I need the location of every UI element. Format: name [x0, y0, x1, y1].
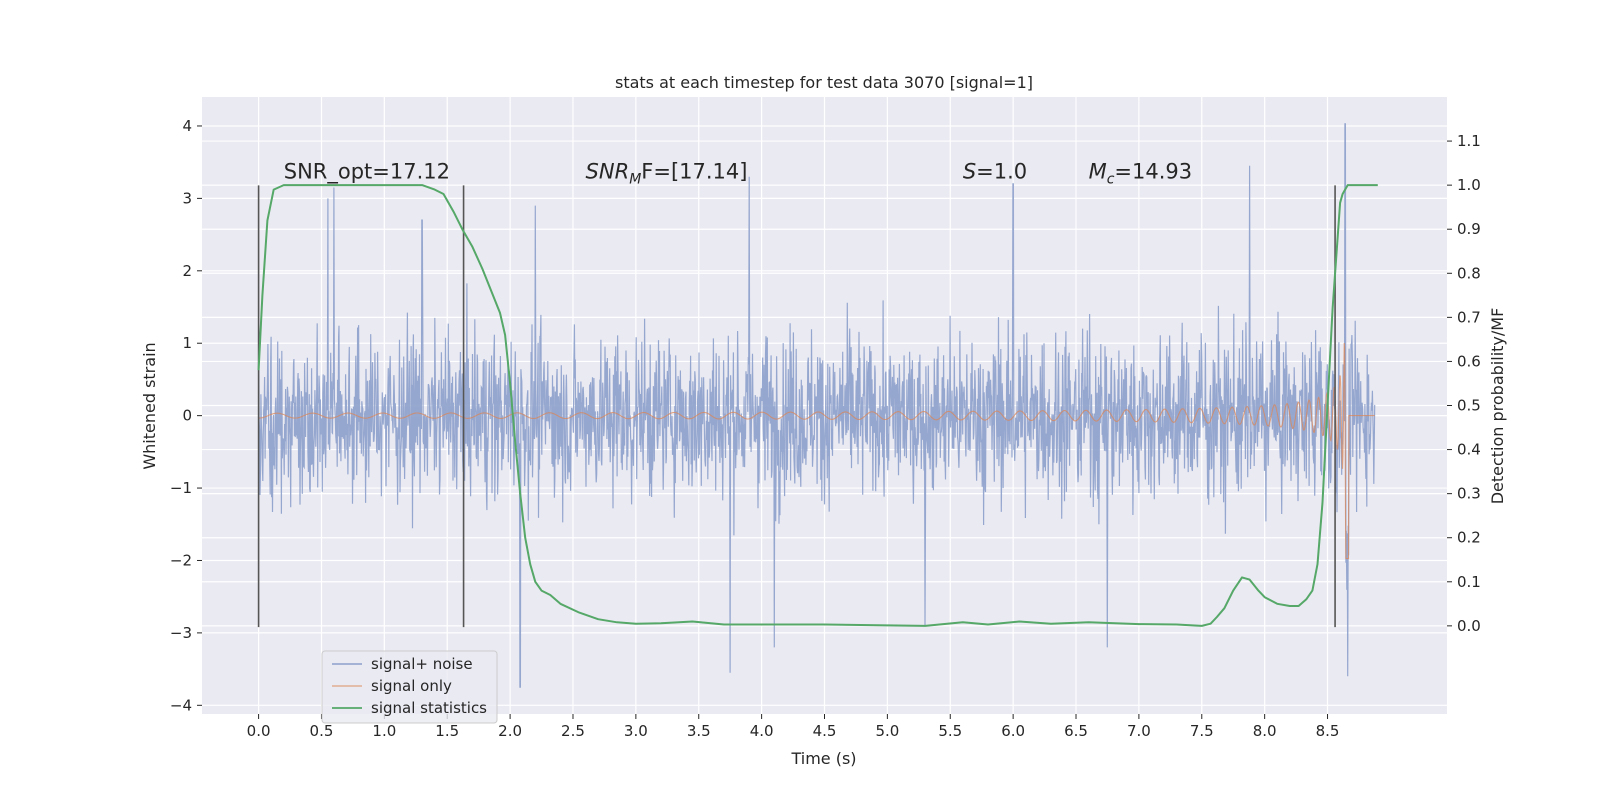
yr-tick-label-1: 1.0 [1457, 176, 1481, 194]
series-signal-statistics [257, 184, 1378, 627]
chart-title: stats at each timestep for test data 307… [615, 73, 1033, 92]
yr-tick-label-0: 1.1 [1457, 132, 1481, 150]
legend: signal+ noise signal only signal statist… [321, 650, 498, 724]
x-tick-label-3: 1.5 [435, 722, 459, 740]
yl-tick-label-7: −3 [170, 624, 192, 642]
yr-tick-label-4: 0.7 [1457, 308, 1481, 326]
yr-tick-label-3: 0.8 [1457, 264, 1481, 282]
x-tick-label-14: 7.0 [1127, 722, 1151, 740]
legend-label-signal-statistics: signal statistics [371, 699, 487, 717]
yl-tick-label-3: 1 [182, 334, 192, 352]
x-tick-label-6: 3.0 [624, 722, 648, 740]
x-axis: 0.0 0.5 1.0 1.5 2.0 2.5 3.0 3.5 4.0 4.5 5.0 5.5 6.0 6… [247, 714, 1340, 740]
annotations: SNR_opt=17.12 SNRMF=[17.14] S=1.0 Mc=14.93 [284, 160, 1192, 188]
yr-tick-label-7: 0.4 [1457, 441, 1481, 459]
yr-tick-label-8: 0.3 [1457, 485, 1481, 503]
x-tick-label-8: 4.0 [750, 722, 774, 740]
legend-label-signal-noise: signal+ noise [371, 655, 473, 673]
x-tick-label-9: 4.5 [813, 722, 837, 740]
y-axis-left-label: Whitened strain [140, 342, 159, 469]
yl-tick-label-8: −4 [170, 696, 192, 714]
grid [202, 97, 1447, 714]
yl-tick-label-2: 2 [182, 262, 192, 280]
x-tick-label-15: 7.5 [1190, 722, 1214, 740]
yl-tick-label-5: −1 [170, 479, 192, 497]
yl-tick-label-4: 0 [182, 407, 192, 425]
x-tick-label-0: 0.0 [247, 722, 271, 740]
x-tick-label-1: 0.5 [310, 722, 334, 740]
x-tick-label-13: 6.5 [1064, 722, 1088, 740]
y-axis-right-label: Detection probability/MF [1488, 308, 1507, 505]
yr-tick-label-11: 0.0 [1457, 617, 1481, 635]
annotation-mc-val: Mc=14.93 [1089, 160, 1193, 188]
series-signal-only [258, 342, 1375, 560]
x-tick-label-10: 5.0 [875, 722, 899, 740]
x-tick-label-16: 8.0 [1253, 722, 1277, 740]
y-axis-left: 4 3 2 1 0 −1 −2 −3 −4 [170, 117, 202, 714]
legend-label-signal-only: signal only [371, 677, 452, 695]
yr-tick-label-5: 0.6 [1457, 352, 1481, 370]
yl-tick-label-0: 4 [182, 117, 192, 135]
signal-statistics-line [257, 184, 1378, 627]
x-tick-label-7: 3.5 [687, 722, 711, 740]
x-axis-label: Time (s) [790, 749, 856, 768]
signal-noise-line [258, 123, 1376, 688]
yr-tick-label-6: 0.5 [1457, 397, 1481, 415]
legend-box [321, 650, 498, 724]
yr-tick-label-2: 0.9 [1457, 220, 1481, 238]
yl-tick-label-1: 3 [182, 189, 192, 207]
series-signal-noise [258, 123, 1376, 688]
yl-tick-label-6: −2 [170, 551, 192, 569]
annotation-snr-mf: SNRMF=[17.14] [586, 160, 748, 188]
x-tick-label-17: 8.5 [1316, 722, 1340, 740]
annotation-snr-opt: SNR_opt=17.12 [284, 160, 450, 185]
x-tick-label-11: 5.5 [938, 722, 962, 740]
signal-only-line [258, 342, 1375, 560]
x-tick-label-2: 1.0 [372, 722, 396, 740]
x-tick-label-5: 2.5 [561, 722, 585, 740]
y-axis-right: 1.1 1.0 0.9 0.8 0.7 0.6 0.5 0.4 0.3 0.2 0.1 0.0 [1447, 132, 1481, 635]
yr-tick-label-9: 0.2 [1457, 529, 1481, 547]
x-tick-label-12: 6.0 [1001, 722, 1025, 740]
yr-tick-label-10: 0.1 [1457, 573, 1481, 591]
x-tick-label-4: 2.0 [498, 722, 522, 740]
annotation-s-val: S=1.0 [963, 160, 1027, 184]
vertical-markers [257, 185, 1336, 628]
